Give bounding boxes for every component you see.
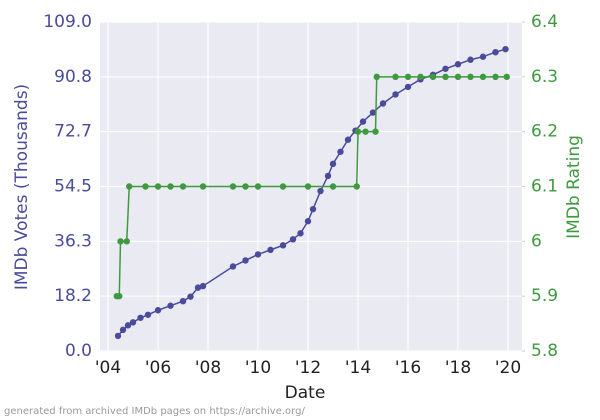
data-point <box>353 183 360 190</box>
data-point <box>502 45 509 53</box>
data-point <box>503 73 510 81</box>
data-point <box>167 183 174 190</box>
y2-tick-label: 5.8 <box>531 341 558 361</box>
data-point <box>124 322 132 329</box>
data-point <box>454 73 462 81</box>
y-tick-label: 54.5 <box>54 177 92 197</box>
data-point <box>179 297 187 305</box>
data-point <box>404 73 412 81</box>
data-point <box>123 238 130 245</box>
y-tick-label: 0.0 <box>65 341 92 361</box>
data-point <box>242 257 249 264</box>
data-point <box>142 183 149 190</box>
data-point <box>129 319 137 326</box>
y-tick-label: 18.2 <box>54 286 92 306</box>
x-tick-label: '16 <box>395 358 421 378</box>
data-point <box>492 73 499 81</box>
x-tick-label: '08 <box>195 358 221 378</box>
y2-tick-label: 6 <box>531 231 542 251</box>
data-point <box>229 263 237 270</box>
data-point <box>179 183 187 190</box>
data-point <box>229 183 237 190</box>
y-tick-label: 36.3 <box>54 231 92 251</box>
y2-tick-label: 6.2 <box>531 122 558 142</box>
data-point <box>279 242 287 249</box>
data-point <box>187 293 194 300</box>
y2-tick-label: 5.9 <box>531 286 558 306</box>
data-point <box>442 65 449 72</box>
x-tick-label: '18 <box>445 358 471 378</box>
data-point <box>337 148 344 155</box>
data-point <box>267 246 274 254</box>
data-point <box>297 230 304 237</box>
data-point <box>304 183 312 190</box>
data-point <box>359 118 367 125</box>
data-point <box>304 218 312 225</box>
x-tick-label: '20 <box>495 358 521 378</box>
data-point <box>199 183 207 190</box>
data-point <box>392 91 399 98</box>
footnote: generated from archived IMDb pages on ht… <box>4 406 305 417</box>
y2-tick-label: 6.4 <box>531 12 558 32</box>
x-tick-label: '14 <box>345 358 371 378</box>
x-axis-label: Date <box>285 383 326 403</box>
data-point <box>199 282 207 290</box>
data-point <box>479 53 487 60</box>
data-point <box>254 183 262 190</box>
x-tick-label: '06 <box>145 358 171 378</box>
data-point <box>119 326 127 334</box>
data-point <box>116 292 123 300</box>
data-point <box>354 128 362 135</box>
data-point <box>329 160 337 168</box>
data-point <box>372 128 379 135</box>
data-point <box>344 136 352 143</box>
data-point <box>167 302 174 309</box>
y2-tick-label: 6.1 <box>531 177 558 197</box>
data-point <box>454 61 462 68</box>
data-point <box>369 109 377 116</box>
x-tick-label: '04 <box>95 358 121 378</box>
data-point <box>279 183 287 190</box>
data-point <box>324 172 332 180</box>
x-tick-label: '10 <box>245 358 271 378</box>
data-point <box>417 73 424 81</box>
data-point <box>254 251 262 258</box>
data-point <box>114 332 122 340</box>
y-tick-label: 109.0 <box>43 12 92 32</box>
data-point <box>492 48 499 56</box>
y2-axis-label: IMDb Rating <box>564 135 584 239</box>
data-point <box>309 205 317 213</box>
data-point <box>429 73 437 81</box>
data-point <box>467 73 474 81</box>
data-point <box>329 183 337 190</box>
data-point <box>373 73 380 81</box>
data-point <box>379 100 387 107</box>
data-point <box>154 307 162 314</box>
y2-tick-label: 6.3 <box>531 67 558 87</box>
data-point <box>479 73 487 81</box>
data-point <box>242 183 249 190</box>
data-point <box>289 236 297 243</box>
data-point <box>467 56 474 63</box>
x-tick-label: '12 <box>295 358 321 378</box>
data-point <box>404 83 412 91</box>
data-point <box>362 128 369 135</box>
y-tick-label: 90.8 <box>54 67 92 87</box>
data-point <box>392 73 399 81</box>
data-point <box>117 238 124 245</box>
y-axis-label: IMDb Votes (Thousands) <box>12 84 32 290</box>
data-point <box>194 284 202 291</box>
data-point <box>144 311 152 318</box>
data-point <box>442 73 449 81</box>
data-point <box>317 187 324 195</box>
y-tick-label: 72.7 <box>54 122 92 142</box>
data-point <box>126 183 133 190</box>
data-point <box>137 314 144 321</box>
data-point <box>154 183 162 190</box>
